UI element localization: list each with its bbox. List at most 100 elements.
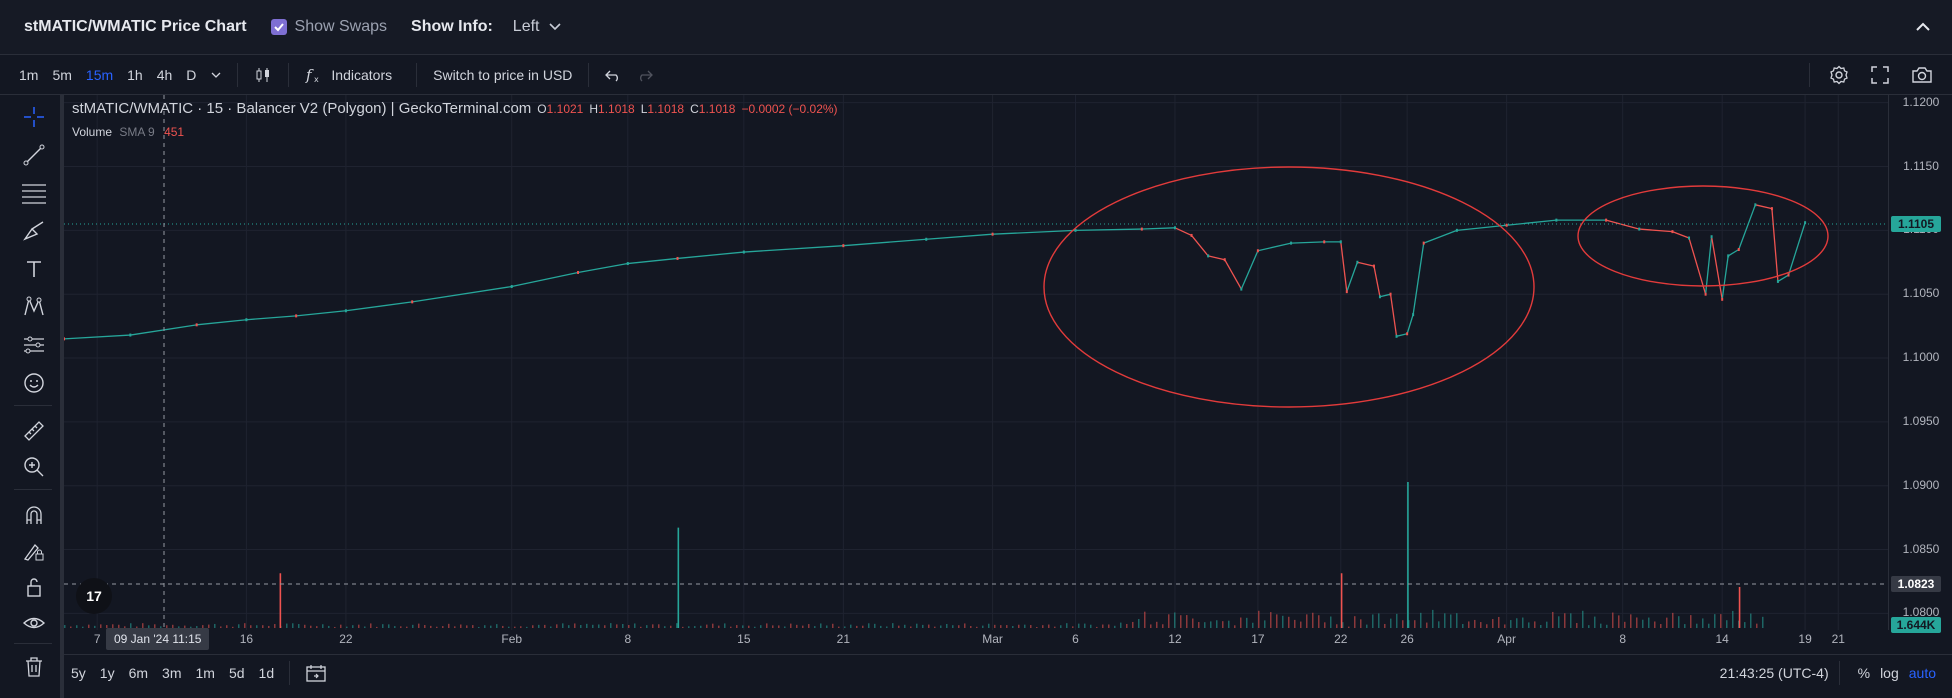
price-point bbox=[1605, 218, 1608, 222]
volume-bar bbox=[1342, 622, 1344, 628]
brush-icon[interactable] bbox=[20, 217, 48, 245]
chart-pane[interactable]: stMATIC/WMATIC · 15 · Balancer V2 (Polyg… bbox=[64, 95, 1888, 630]
volume-bar bbox=[1114, 625, 1116, 628]
percent-scale-toggle[interactable]: % bbox=[1857, 665, 1871, 681]
volume-bar bbox=[574, 623, 576, 628]
horizontal-lines-icon[interactable] bbox=[20, 179, 48, 207]
volume-spike bbox=[1340, 573, 1343, 628]
magnet-icon[interactable] bbox=[20, 501, 48, 529]
timeframe-4h[interactable]: 4h bbox=[156, 66, 173, 83]
price-segment bbox=[1191, 235, 1209, 257]
timeframe-1h[interactable]: 1h bbox=[127, 66, 143, 83]
annotation-layer bbox=[1043, 166, 1829, 408]
price-segment bbox=[246, 315, 297, 321]
annotation-ellipse bbox=[1577, 185, 1829, 287]
price-chart[interactable] bbox=[64, 95, 1888, 630]
price-segment bbox=[1340, 241, 1348, 292]
range-5d[interactable]: 5d bbox=[228, 664, 245, 681]
volume-bar bbox=[1588, 625, 1590, 628]
range-1y[interactable]: 1y bbox=[99, 664, 115, 681]
time-axis[interactable]: 7 16 22 Feb 8 15 21 Mar 6 12 17 22 26 Apr 8 14 19 21 09 Ja… bbox=[64, 628, 1888, 654]
volume-bar bbox=[1294, 619, 1296, 628]
volume-bar bbox=[820, 623, 822, 628]
eye-icon[interactable] bbox=[20, 609, 48, 637]
time-axis-label: 21 bbox=[1831, 632, 1845, 646]
price-axis[interactable]: 1.12001.11501.11001.10501.10001.09501.09… bbox=[1888, 94, 1952, 633]
log-scale-toggle[interactable]: log bbox=[1880, 665, 1899, 681]
price-segment bbox=[1240, 250, 1259, 290]
time-axis-label: 21 bbox=[836, 632, 851, 646]
price-segment bbox=[1506, 219, 1557, 226]
undo-button[interactable] bbox=[597, 68, 629, 82]
volume-bar bbox=[658, 624, 660, 628]
lock-drawing-icon[interactable] bbox=[20, 537, 48, 565]
chevron-down-icon bbox=[211, 72, 221, 78]
volume-bar bbox=[1462, 624, 1464, 628]
range-1d[interactable]: 1d bbox=[258, 664, 275, 681]
fullscreen-button[interactable] bbox=[1860, 66, 1900, 84]
volume-bar bbox=[1216, 620, 1218, 628]
volume-bar bbox=[1138, 619, 1140, 628]
forecast-icon[interactable] bbox=[20, 331, 48, 359]
range-6m[interactable]: 6m bbox=[128, 664, 149, 681]
switch-price-usd-button[interactable]: Switch to price in USD bbox=[433, 66, 573, 83]
volume-bar bbox=[466, 625, 468, 628]
volume-bar bbox=[358, 624, 360, 628]
price-segment bbox=[1787, 222, 1806, 276]
range-5y[interactable]: 5y bbox=[71, 664, 86, 681]
crosshair-icon[interactable] bbox=[20, 103, 48, 131]
show-swaps-checkbox[interactable] bbox=[270, 19, 287, 35]
trash-icon[interactable] bbox=[20, 653, 48, 681]
range-3m[interactable]: 3m bbox=[162, 664, 182, 681]
ruler-icon[interactable] bbox=[20, 417, 48, 445]
price-axis-label: 1.1200 bbox=[1902, 94, 1940, 109]
volume-bar bbox=[1606, 624, 1608, 628]
price-axis-label: 1.1150 bbox=[1903, 158, 1939, 173]
indicators-button[interactable]: f x Indicators bbox=[297, 66, 408, 84]
volume-bar bbox=[1474, 619, 1476, 628]
show-swaps-toggle[interactable]: Show Swaps bbox=[270, 18, 387, 36]
go-to-date-button[interactable] bbox=[298, 664, 334, 682]
price-segment bbox=[64, 334, 131, 340]
text-icon[interactable] bbox=[20, 255, 48, 283]
volume-bar bbox=[1072, 626, 1074, 628]
timeframe-5m[interactable]: 5m bbox=[52, 66, 72, 83]
time-axis-label: 8 bbox=[624, 632, 632, 646]
volume-bar bbox=[1414, 620, 1416, 628]
price-axis-label: 1.1000 bbox=[1902, 350, 1940, 365]
volume-bar bbox=[1270, 612, 1272, 628]
redo-button[interactable] bbox=[629, 68, 661, 82]
chevron-up-icon[interactable] bbox=[1914, 18, 1932, 36]
volume-bar bbox=[214, 623, 216, 628]
range-1m[interactable]: 1m bbox=[195, 664, 215, 681]
toolbar-right bbox=[1801, 55, 1944, 95]
volume-bar bbox=[1330, 616, 1332, 628]
trend-line-icon[interactable] bbox=[20, 141, 48, 169]
volume-bar bbox=[418, 623, 420, 628]
timeframe-d[interactable]: D bbox=[186, 66, 197, 83]
volume-bar bbox=[130, 623, 132, 628]
clock-timezone[interactable]: 21:43:25 (UTC-4) bbox=[1719, 665, 1829, 681]
volume-bar bbox=[178, 626, 180, 628]
price-point bbox=[577, 270, 580, 274]
timeframe-dropdown[interactable] bbox=[203, 72, 229, 78]
volume-bar bbox=[388, 624, 390, 628]
price-point bbox=[1389, 292, 1392, 296]
price-point bbox=[1727, 254, 1730, 258]
timeframe-15m[interactable]: 15m bbox=[85, 66, 114, 83]
zoom-in-icon[interactable] bbox=[20, 453, 48, 481]
snapshot-button[interactable] bbox=[1900, 66, 1944, 84]
tradingview-logo[interactable]: 17 bbox=[76, 578, 112, 614]
lock-icon[interactable] bbox=[20, 573, 48, 601]
price-segment bbox=[1406, 314, 1414, 334]
emoji-icon[interactable] bbox=[20, 369, 48, 397]
volume-bar bbox=[1204, 622, 1206, 628]
pattern-icon[interactable] bbox=[20, 293, 48, 321]
timeframe-1m[interactable]: 1m bbox=[19, 66, 39, 83]
auto-scale-toggle[interactable]: auto bbox=[1908, 665, 1936, 681]
price-axis-label: 1.1050 bbox=[1902, 286, 1940, 301]
settings-button[interactable] bbox=[1818, 65, 1860, 85]
volume-bar bbox=[1060, 625, 1062, 628]
chart-type-button[interactable] bbox=[246, 66, 280, 84]
show-info-select[interactable]: Left bbox=[513, 18, 562, 36]
